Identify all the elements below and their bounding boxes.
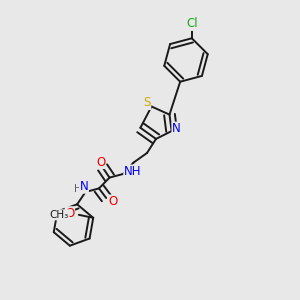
Text: N: N [172, 122, 181, 135]
Text: N: N [80, 180, 88, 193]
Text: S: S [143, 96, 151, 110]
Text: H: H [74, 184, 82, 194]
Text: Cl: Cl [186, 17, 198, 30]
Text: CH₃: CH₃ [50, 210, 69, 220]
Text: NH: NH [124, 165, 141, 178]
Text: O: O [96, 155, 105, 169]
Text: O: O [109, 195, 118, 208]
Text: O: O [65, 207, 74, 220]
